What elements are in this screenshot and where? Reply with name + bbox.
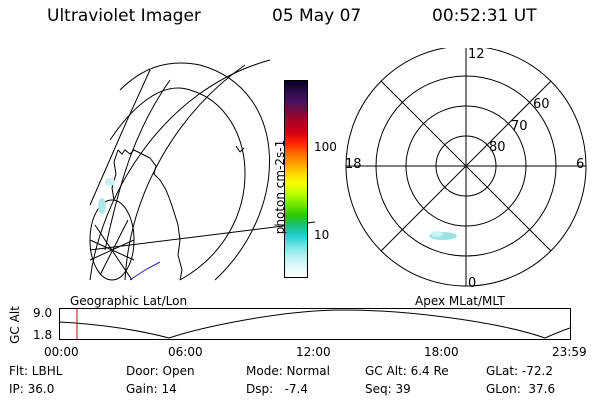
- altitude-xtick-1800: 18:00: [424, 345, 459, 359]
- footer-mode: Mode: Normal: [246, 364, 330, 378]
- altitude-xtick-1200: 12:00: [296, 345, 331, 359]
- colorbar-tick-10: 10: [314, 228, 330, 242]
- colorbar-tick-100: 100: [314, 140, 337, 154]
- altitude-plot-frame: [59, 308, 571, 340]
- altitude-ylabel: GC Alt: [8, 306, 22, 344]
- map-grid-arc: [104, 79, 171, 251]
- geographic-label: Geographic Lat/Lon: [70, 294, 188, 308]
- polar-label-12: 12: [468, 47, 485, 62]
- date-label: 05 May 07: [272, 6, 362, 26]
- polar-dial: [345, 48, 587, 287]
- map-grid-arc: [119, 62, 270, 281]
- altitude-xtick-0000: 00:00: [44, 345, 79, 359]
- footer-glat: GLat: -72.2: [486, 364, 553, 378]
- footer-door: Door: Open: [126, 364, 195, 378]
- polar-label-6: 6: [576, 157, 585, 172]
- colorbar: [284, 80, 308, 278]
- altitude-xtick-2359: 23:59: [552, 345, 587, 359]
- footer-gain: Gain: 14: [126, 382, 177, 396]
- map-grid-arc: [94, 219, 133, 281]
- header-bar: Ultraviolet Imager 05 May 07 00:52:31 UT: [0, 6, 600, 28]
- apex-label: Apex MLat/MLT: [415, 294, 505, 308]
- instrument-title: Ultraviolet Imager: [47, 6, 201, 26]
- terminator-line: [129, 261, 161, 281]
- aurora-patch: [431, 231, 443, 237]
- polar-label-18: 18: [345, 157, 362, 172]
- polar-axis: [380, 80, 552, 252]
- polar-label-70: 70: [511, 119, 528, 134]
- altitude-xtick-0600: 06:00: [168, 345, 203, 359]
- footer-gcalt: GC Alt: 6.4 Re: [365, 364, 449, 378]
- time-label: 00:52:31 UT: [432, 6, 537, 26]
- map-grid-arc: [89, 199, 135, 281]
- footer-dsp: Dsp: -7.4: [246, 382, 309, 396]
- polar-label-80: 80: [489, 140, 506, 155]
- altitude-curve: [59, 309, 571, 339]
- map-grid-arc: [124, 64, 246, 281]
- footer-ip: IP: 36.0: [9, 382, 55, 396]
- aurora-patch: [98, 198, 106, 214]
- geographic-map: [89, 59, 316, 281]
- direction-marker: [235, 145, 245, 153]
- polar-label-0: 0: [468, 276, 477, 291]
- colorbar-gradient: [285, 81, 307, 277]
- continent-outline: [111, 149, 183, 281]
- footer-glon: GLon: 37.6: [486, 382, 556, 396]
- footer-seq: Seq: 39: [365, 382, 411, 396]
- colorbar-label: photon cm-2s-1: [273, 139, 287, 235]
- altitude-ytick-9: 9.0: [33, 306, 53, 320]
- map-grid-arc: [109, 87, 246, 281]
- altitude-plot: [59, 308, 571, 340]
- map-grid-arc: [89, 69, 151, 206]
- aurora-patch: [105, 178, 115, 186]
- map-grid-arc: [89, 221, 316, 251]
- map-grid-arc: [89, 59, 271, 281]
- polar-label-60: 60: [533, 97, 550, 112]
- footer-flt: Flt: LBHL: [9, 364, 63, 378]
- altitude-ytick-1.8: 1.8: [33, 328, 53, 342]
